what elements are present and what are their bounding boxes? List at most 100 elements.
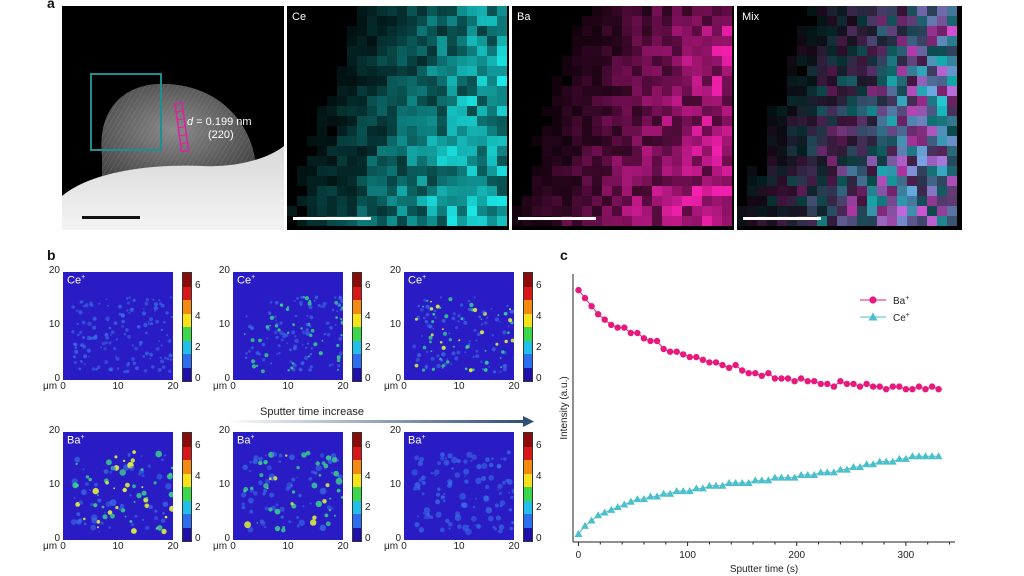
- signal-spot: [269, 315, 274, 320]
- map-pixel: [787, 176, 797, 186]
- map-pixel: [797, 146, 807, 156]
- signal-spot: [82, 305, 86, 308]
- signal-spot: [274, 324, 279, 328]
- map-pixel: [632, 76, 642, 86]
- signal-spot: [100, 521, 104, 525]
- signal-spot: [430, 307, 434, 311]
- signal-spot: [338, 351, 343, 356]
- map-pixel: [622, 126, 632, 136]
- map-pixel: [907, 66, 917, 76]
- map-pixel: [807, 186, 817, 196]
- signal-spot: [441, 319, 446, 323]
- map-pixel: [397, 186, 407, 196]
- map-pixel: [662, 166, 672, 176]
- map-pixel: [532, 216, 542, 226]
- map-pixel: [947, 76, 957, 86]
- signal-spot: [435, 499, 441, 505]
- map-scale-bar-mix: [743, 217, 821, 220]
- map-pixel: [437, 36, 447, 46]
- map-pixel: [937, 206, 947, 216]
- map-pixel: [447, 86, 457, 96]
- signal-spot: [448, 297, 453, 302]
- map-y-tick-label: 20: [218, 265, 230, 276]
- map-pixel: [682, 66, 692, 76]
- map-pixel: [937, 6, 947, 16]
- signal-spot: [441, 367, 444, 369]
- map-pixel: [417, 126, 427, 136]
- map-pixel: [622, 96, 632, 106]
- map-pixel: [877, 166, 887, 176]
- signal-spot: [293, 299, 296, 302]
- signal-spot: [486, 316, 489, 319]
- map-pixel: [397, 156, 407, 166]
- map-pixel: [582, 186, 592, 196]
- signal-spot: [510, 495, 514, 500]
- signal-spot: [130, 458, 135, 463]
- map-pixel: [847, 46, 857, 56]
- signal-spot: [147, 464, 151, 468]
- map-x-tick-label: 20: [337, 381, 349, 392]
- signal-spot: [436, 354, 440, 358]
- map-pixel: [837, 56, 847, 66]
- signal-spot: [307, 355, 310, 358]
- map-pixel: [867, 176, 877, 186]
- map-pixel: [357, 186, 367, 196]
- map-pixel: [867, 206, 877, 216]
- signal-spot: [318, 473, 322, 477]
- map-pixel: [467, 36, 477, 46]
- map-pixel: [387, 56, 397, 66]
- map-pixel: [437, 136, 447, 146]
- signal-spot: [109, 471, 112, 474]
- map-pixel: [632, 186, 642, 196]
- map-pixel: [437, 156, 447, 166]
- signal-spot: [126, 309, 129, 312]
- colorbar-tick-label: 2: [195, 342, 201, 354]
- map-pixel: [592, 186, 602, 196]
- map-pixel: [897, 176, 907, 186]
- d-spacing-value: = 0.199 nm: [193, 116, 252, 128]
- map-pixel: [827, 66, 837, 76]
- map-pixel: [447, 146, 457, 156]
- map-pixel: [397, 26, 407, 36]
- map-pixel: [797, 176, 807, 186]
- map-pixel: [827, 16, 837, 26]
- map-pixel: [867, 76, 877, 86]
- map-pixel: [427, 106, 437, 116]
- map-pixel: [642, 86, 652, 96]
- signal-spot: [484, 360, 489, 365]
- map-pixel: [847, 196, 857, 206]
- data-point: [811, 378, 818, 385]
- map-y-tick-label: 0: [224, 373, 230, 384]
- map-pixel: [722, 176, 732, 186]
- map-pixel: [632, 56, 642, 66]
- signal-spot: [83, 363, 86, 366]
- map-pixel: [427, 206, 437, 216]
- map-pixel: [307, 136, 317, 146]
- map-pixel: [477, 66, 487, 76]
- data-point: [928, 383, 936, 390]
- map-pixel: [602, 126, 612, 136]
- map-pixel: [917, 176, 927, 186]
- map-pixel: [572, 76, 582, 86]
- data-point: [745, 370, 752, 377]
- signal-spot: [245, 315, 248, 318]
- map-pixel: [737, 216, 747, 226]
- signal-spot: [107, 510, 113, 515]
- map-pixel: [827, 106, 837, 116]
- map-pixel: [532, 166, 542, 176]
- map-pixel: [447, 96, 457, 106]
- map-pixel: [477, 126, 487, 136]
- map-pixel: [602, 66, 612, 76]
- map-pixel: [612, 46, 622, 56]
- signal-spot: [162, 365, 166, 369]
- map-pixel: [682, 106, 692, 116]
- map-pixel: [612, 56, 622, 66]
- signal-spot: [460, 303, 464, 307]
- map-pixel: [632, 216, 642, 226]
- map-pixel: [397, 16, 407, 26]
- map-pixel: [887, 36, 897, 46]
- map-pixel: [652, 156, 662, 166]
- map-pixel: [837, 186, 847, 196]
- signal-spot: [338, 337, 342, 341]
- signal-spot: [151, 365, 155, 369]
